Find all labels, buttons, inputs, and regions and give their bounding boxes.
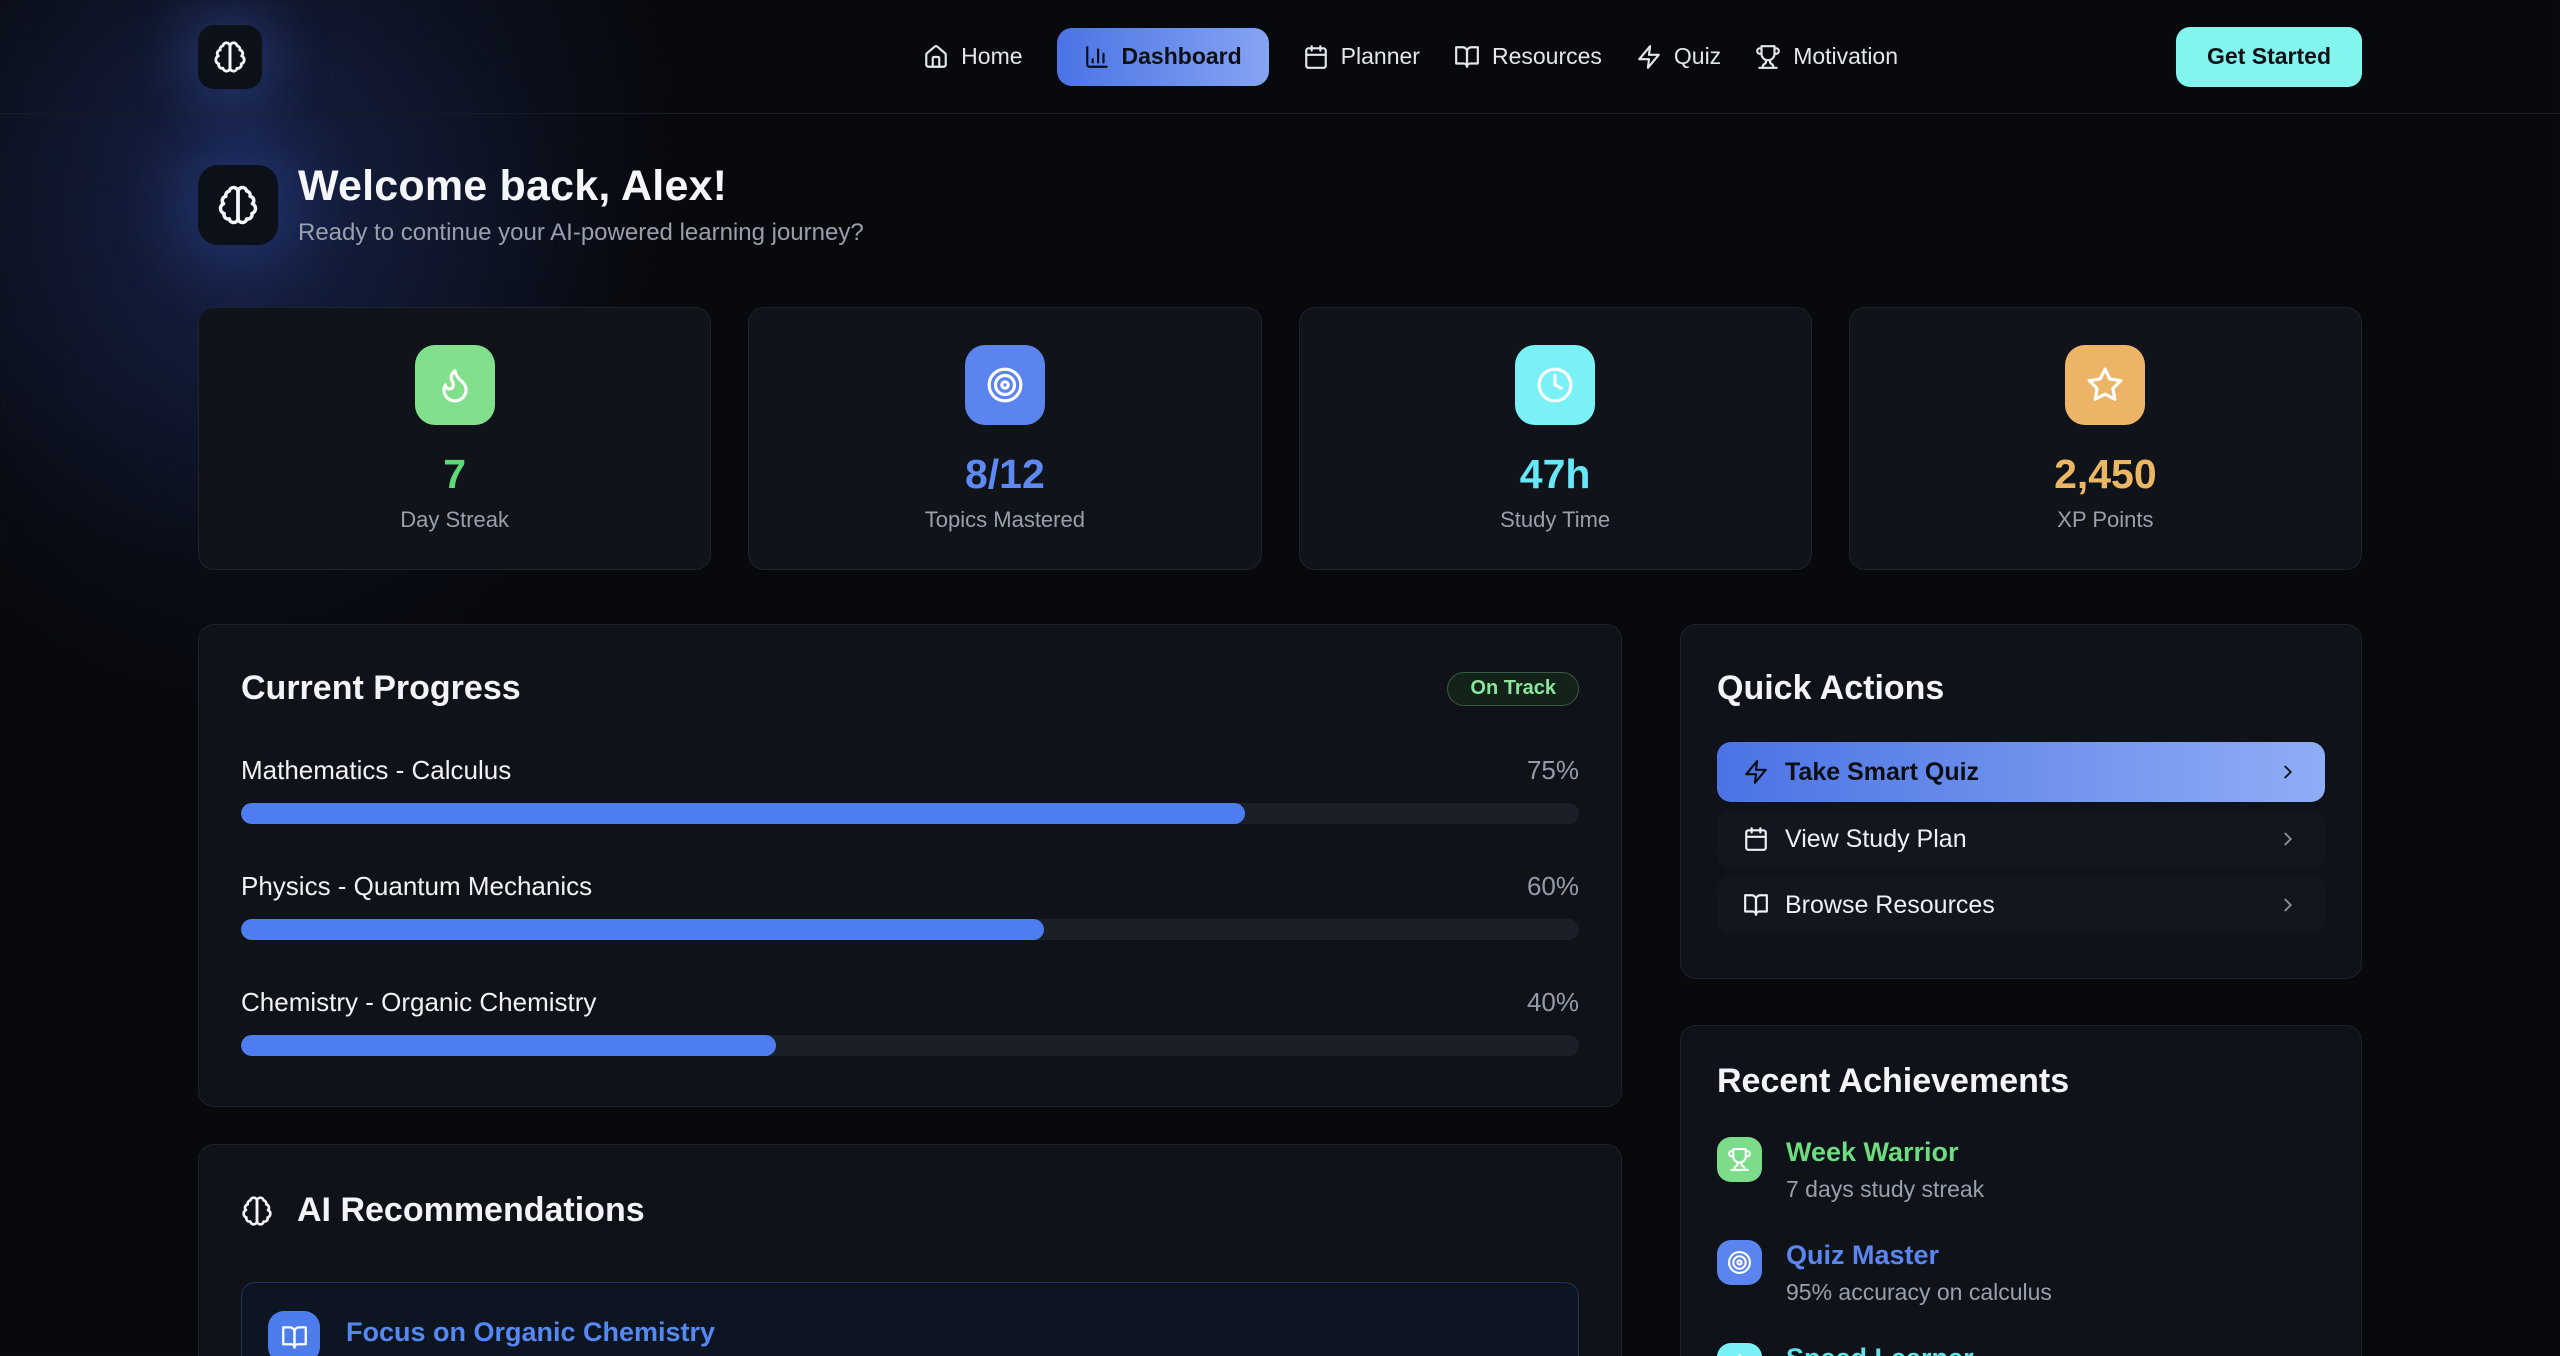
- stat-label: Study Time: [1500, 507, 1610, 533]
- bar-chart-icon: [1084, 44, 1110, 70]
- quick-actions-panel: Quick Actions Take Smart Quiz View Study…: [1680, 624, 2362, 979]
- chevron-right-icon: [2277, 894, 2299, 916]
- zap-icon: [1636, 44, 1662, 70]
- ai-recommendations-panel: AI Recommendations Focus on Organic Chem…: [198, 1144, 1622, 1356]
- stat-value: 2,450: [2054, 451, 2157, 498]
- nav-label: Motivation: [1793, 43, 1898, 70]
- quick-actions-title: Quick Actions: [1717, 669, 2325, 708]
- nav-label: Resources: [1492, 43, 1602, 70]
- nav-item-motivation[interactable]: Motivation: [1755, 43, 1898, 70]
- progress-row-chemistry: Chemistry - Organic Chemistry 40%: [241, 987, 1579, 1056]
- page-title: Welcome back, Alex!: [298, 162, 864, 211]
- clock-icon: [1515, 345, 1595, 425]
- progress-title: Current Progress: [241, 669, 521, 708]
- progress-percent: 60%: [1527, 871, 1579, 902]
- progress-subject: Chemistry - Organic Chemistry: [241, 987, 596, 1018]
- achievement-title: Speed Learner: [1786, 1343, 2053, 1356]
- get-started-button[interactable]: Get Started: [2176, 27, 2362, 87]
- nav-label: Quiz: [1674, 43, 1721, 70]
- trophy-icon: [1717, 1137, 1762, 1182]
- progress-bar-fill: [241, 1035, 776, 1056]
- quick-action-view-study-plan[interactable]: View Study Plan: [1717, 810, 2325, 868]
- dashboard-main: Welcome back, Alex! Ready to continue yo…: [0, 114, 2560, 1356]
- stat-value: 47h: [1520, 451, 1591, 498]
- progress-subject: Physics - Quantum Mechanics: [241, 871, 592, 902]
- stat-value: 8/12: [965, 451, 1045, 498]
- achievement-quiz-master: Quiz Master 95% accuracy on calculus: [1717, 1240, 2325, 1306]
- welcome-header: Welcome back, Alex! Ready to continue yo…: [198, 162, 2362, 247]
- quick-action-label: Take Smart Quiz: [1785, 758, 1979, 787]
- book-open-icon: [1454, 44, 1480, 70]
- nav-label: Planner: [1341, 43, 1420, 70]
- stats-row: 7 Day Streak 8/12 Topics Mastered 47h St…: [198, 307, 2362, 570]
- brain-icon: [213, 40, 247, 74]
- progress-bar-fill: [241, 803, 1245, 824]
- progress-subject: Mathematics - Calculus: [241, 755, 511, 786]
- nav-item-dashboard[interactable]: Dashboard: [1057, 28, 1269, 86]
- stat-card-xp-points: 2,450 XP Points: [1849, 307, 2362, 570]
- quick-action-take-smart-quiz[interactable]: Take Smart Quiz: [1717, 742, 2325, 802]
- calendar-icon: [1743, 826, 1769, 852]
- book-open-icon: [1743, 892, 1769, 918]
- book-open-icon: [268, 1311, 320, 1356]
- recent-achievements-panel: Recent Achievements Week Warrior 7 days …: [1680, 1025, 2362, 1356]
- stat-card-day-streak: 7 Day Streak: [198, 307, 711, 570]
- flame-icon: [415, 345, 495, 425]
- progress-row-physics: Physics - Quantum Mechanics 60%: [241, 871, 1579, 940]
- progress-bar-track: [241, 919, 1579, 940]
- recommendation-title: Focus on Organic Chemistry: [346, 1317, 1437, 1348]
- app-logo[interactable]: [198, 25, 262, 89]
- achievement-title: Quiz Master: [1786, 1240, 2052, 1271]
- quick-action-label: View Study Plan: [1785, 825, 1967, 854]
- nav-item-quiz[interactable]: Quiz: [1636, 43, 1721, 70]
- progress-row-mathematics: Mathematics - Calculus 75%: [241, 755, 1579, 824]
- ai-title: AI Recommendations: [297, 1191, 645, 1230]
- nav-label: Home: [961, 43, 1022, 70]
- house-icon: [923, 44, 949, 70]
- chevron-right-icon: [2277, 761, 2299, 783]
- quick-action-browse-resources[interactable]: Browse Resources: [1717, 876, 2325, 934]
- stat-value: 7: [443, 451, 466, 498]
- star-icon: [2065, 345, 2145, 425]
- nav-item-planner[interactable]: Planner: [1303, 43, 1420, 70]
- progress-percent: 75%: [1527, 755, 1579, 786]
- nav-menu: Home Dashboard Planner Resources Quiz Mo…: [923, 28, 1898, 86]
- star-icon: [1717, 1343, 1762, 1356]
- stat-card-study-time: 47h Study Time: [1299, 307, 1812, 570]
- stat-label: XP Points: [2057, 507, 2153, 533]
- chevron-right-icon: [2277, 828, 2299, 850]
- brain-icon: [241, 1195, 273, 1227]
- target-icon: [1717, 1240, 1762, 1285]
- stat-card-topics-mastered: 8/12 Topics Mastered: [748, 307, 1261, 570]
- nav-item-home[interactable]: Home: [923, 43, 1022, 70]
- status-badge: On Track: [1447, 672, 1579, 706]
- achievement-subtitle: 95% accuracy on calculus: [1786, 1279, 2052, 1306]
- achievement-subtitle: 7 days study streak: [1786, 1176, 1984, 1203]
- top-navbar: Home Dashboard Planner Resources Quiz Mo…: [0, 0, 2560, 114]
- achievements-title: Recent Achievements: [1717, 1062, 2325, 1101]
- nav-label: Dashboard: [1122, 43, 1242, 70]
- achievement-title: Week Warrior: [1786, 1137, 1984, 1168]
- recommendation-card[interactable]: Focus on Organic Chemistry Your quiz per…: [241, 1282, 1579, 1356]
- progress-bar-track: [241, 803, 1579, 824]
- stat-label: Topics Mastered: [925, 507, 1085, 533]
- nav-item-resources[interactable]: Resources: [1454, 43, 1602, 70]
- achievement-speed-learner: Speed Learner Completed 3 topics ahead: [1717, 1343, 2325, 1356]
- target-icon: [965, 345, 1045, 425]
- brain-icon: [217, 184, 259, 226]
- stat-label: Day Streak: [400, 507, 509, 533]
- calendar-icon: [1303, 44, 1329, 70]
- trophy-icon: [1755, 44, 1781, 70]
- page-subtitle: Ready to continue your AI-powered learni…: [298, 219, 864, 247]
- progress-percent: 40%: [1527, 987, 1579, 1018]
- welcome-avatar: [198, 165, 278, 245]
- current-progress-panel: Current Progress On Track Mathematics - …: [198, 624, 1622, 1107]
- progress-bar-fill: [241, 919, 1044, 940]
- progress-bar-track: [241, 1035, 1579, 1056]
- achievement-week-warrior: Week Warrior 7 days study streak: [1717, 1137, 2325, 1203]
- quick-action-label: Browse Resources: [1785, 891, 1995, 920]
- zap-icon: [1743, 759, 1769, 785]
